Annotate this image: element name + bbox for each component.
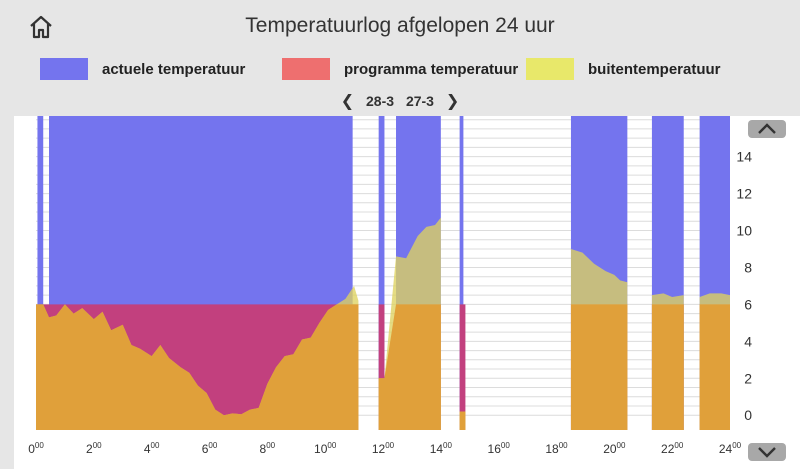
legend-label-outside: buitentemperatuur: [588, 60, 721, 78]
legend-swatch-actual: [40, 58, 88, 80]
outside-temp-overlap-4: [651, 304, 684, 430]
x-tick-label: 1600: [488, 441, 511, 456]
x-tick-label: 600: [202, 441, 218, 456]
y-tick-label: 10: [736, 223, 752, 239]
legend-label-program: programma temperatuur: [344, 60, 519, 78]
outside-temp-overlap-3: [570, 304, 628, 430]
chart-area: 0 2 4 6 8 10 12 14 000 200 400 600 800 1000 1200 1400 16…: [14, 116, 800, 469]
page-title: Temperatuurlog afgelopen 24 uur: [245, 14, 555, 37]
legend-label-actual: actuele temperatuur: [102, 60, 246, 78]
x-tick-suffix: 00: [559, 441, 568, 450]
x-tick-suffix: 00: [443, 441, 452, 450]
chevron-left-icon[interactable]: ❮: [340, 93, 355, 110]
date-label-a: 28-3: [366, 93, 395, 109]
temperature-chart: 0 2 4 6 8 10 12 14 000 200 400 600 800 1000 1200 1400 16…: [28, 116, 752, 456]
x-tick-label: 200: [86, 441, 102, 456]
x-tick-suffix: 00: [35, 441, 44, 450]
scroll-up-button[interactable]: [748, 120, 786, 138]
legend-item-actual: actuele temperatuur: [40, 58, 245, 80]
y-tick-label: 0: [744, 407, 752, 423]
y-tick-label: 12: [736, 186, 752, 202]
x-tick-label: 1400: [430, 441, 453, 456]
chevron-right-icon[interactable]: ❯: [445, 93, 460, 110]
x-tick-label: 1000: [314, 441, 337, 456]
actual-temp-segment-4: [459, 116, 464, 430]
chevron-down-icon: [758, 447, 776, 458]
date-nav: ❮ 28-3 27-3 ❯: [0, 91, 800, 111]
outside-temp-overlap-1: [378, 304, 441, 430]
y-tick-label: 8: [744, 259, 752, 275]
x-tick-suffix: 00: [93, 441, 102, 450]
legend: actuele temperatuur programma temperatuu…: [40, 58, 760, 84]
x-tick-label: 2200: [661, 441, 684, 456]
x-tick-suffix: 00: [385, 441, 394, 450]
y-tick-label: 6: [744, 296, 752, 312]
x-tick-label: 1200: [372, 441, 395, 456]
x-tick-suffix: 00: [208, 441, 217, 450]
home-button[interactable]: [28, 14, 54, 40]
y-tick-label: 14: [736, 149, 752, 165]
x-tick-label: 800: [260, 441, 276, 456]
legend-swatch-program: [282, 58, 330, 80]
chevron-up-icon: [758, 123, 776, 134]
x-tick-label: 400: [144, 441, 160, 456]
y-tick-label: 4: [744, 333, 752, 349]
legend-item-program: programma temperatuur: [282, 58, 518, 80]
x-tick-label: 000: [28, 441, 44, 456]
outside-temp-overlap-0: [36, 304, 359, 430]
date-label-b: 27-3: [405, 93, 434, 109]
actual-temp-segment-2: [378, 116, 385, 430]
outside-temp-overlap-5: [699, 304, 730, 430]
program-temp-segment-3: [459, 304, 466, 430]
scroll-down-button[interactable]: [748, 443, 786, 461]
x-tick-suffix: 00: [617, 441, 626, 450]
legend-swatch-outside: [526, 58, 574, 80]
x-tick-suffix: 00: [674, 441, 683, 450]
actual-temp-segment-0: [37, 116, 44, 430]
home-icon: [30, 15, 52, 39]
x-tick-suffix: 00: [501, 441, 510, 450]
legend-item-outside: buitentemperatuur: [526, 58, 721, 80]
x-tick-label: 2000: [603, 441, 626, 456]
x-tick-suffix: 00: [151, 441, 160, 450]
x-tick-suffix: 00: [266, 441, 275, 450]
y-tick-label: 2: [744, 370, 752, 386]
x-tick-suffix: 00: [327, 441, 336, 450]
x-tick-label: 2400: [719, 441, 742, 456]
outside-temp-overlap-2: [459, 411, 466, 430]
x-tick-suffix: 00: [732, 441, 741, 450]
program-temp-segment-1: [378, 304, 385, 430]
x-tick-label: 1800: [545, 441, 568, 456]
